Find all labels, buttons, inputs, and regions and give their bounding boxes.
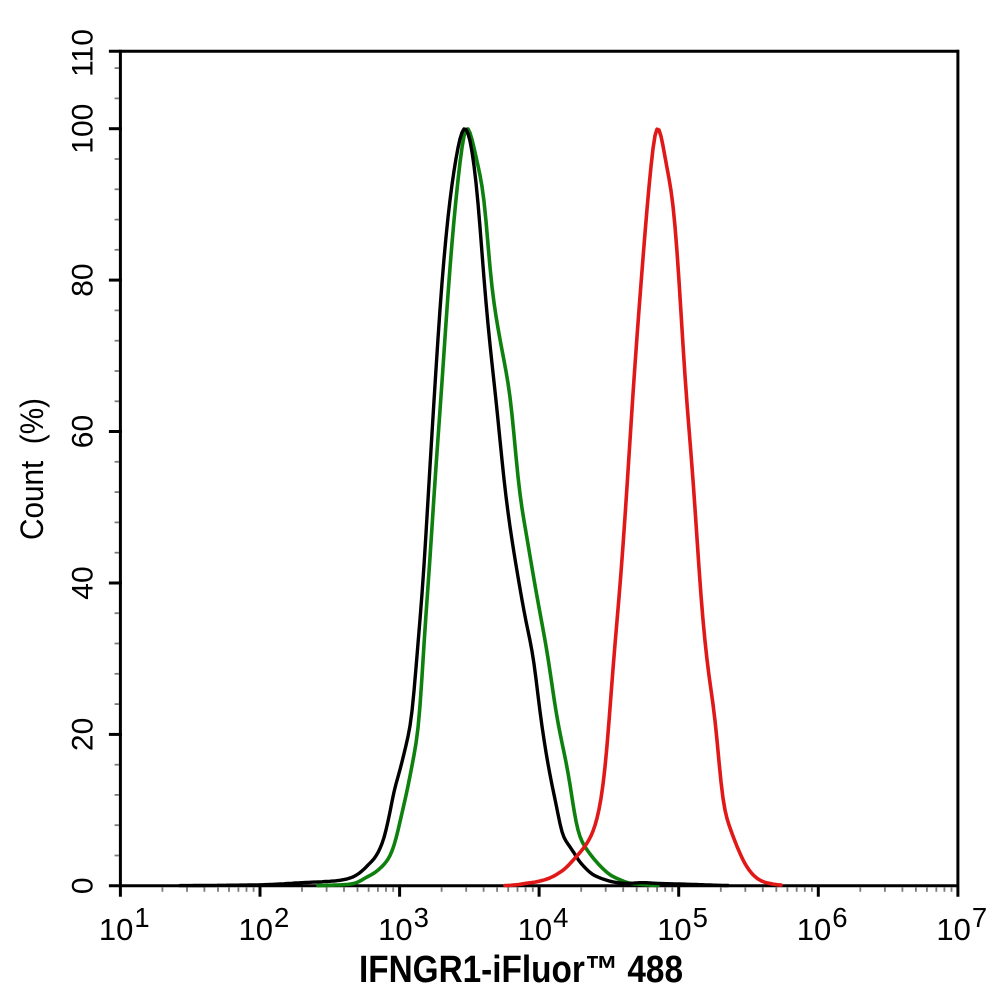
svg-text:0: 0 — [67, 877, 100, 894]
svg-text:40: 40 — [67, 566, 100, 599]
svg-text:100: 100 — [67, 104, 100, 154]
svg-text:20: 20 — [67, 718, 100, 751]
svg-text:80: 80 — [67, 263, 100, 296]
svg-text:60: 60 — [67, 415, 100, 448]
svg-text:110: 110 — [67, 29, 100, 77]
svg-text:Count (%): Count (%) — [14, 398, 50, 540]
svg-text:IFNGR1-iFluor™ 488: IFNGR1-iFluor™ 488 — [359, 949, 683, 991]
